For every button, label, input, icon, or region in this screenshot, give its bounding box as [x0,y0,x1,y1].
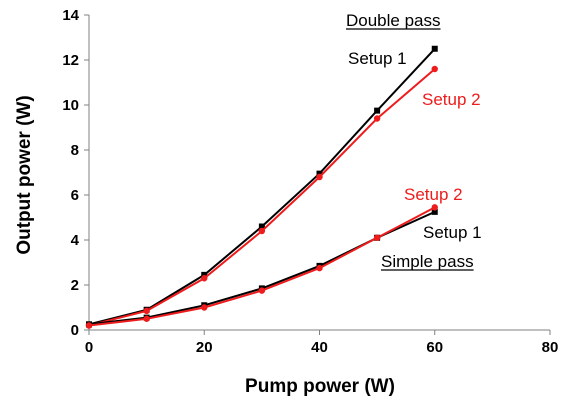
data-point [373,115,381,122]
annotation-double-pass: Double pass [346,11,441,30]
annotation-layer: Double pass Setup 1 Setup 2 Setup 2 Setup 1 S… [346,11,482,271]
data-point [316,264,323,272]
annotation-simple-pass: Simple pass [381,252,474,271]
y-tick-label: 4 [71,232,80,249]
y-tick-label: 10 [62,97,79,114]
y-tick-label: 14 [62,7,79,24]
data-point [85,322,93,329]
x-tick-label: 0 [85,339,93,356]
data-point [374,107,381,114]
data-point [201,275,208,282]
data-point [431,65,438,73]
data-point [431,208,438,215]
x-axis-label: Pump power (W) [245,376,395,397]
data-point [143,315,150,322]
y-tick-label: 8 [71,142,79,159]
annotation-setup2-double: Setup 2 [422,90,481,109]
series-2 [85,65,438,329]
series-layer [85,45,438,329]
y-axis-label: Output power (W) [14,95,35,254]
y-tick-label: 0 [71,322,79,339]
series-4 [85,204,438,329]
data-point [431,204,438,211]
x-tick-label: 80 [542,339,559,356]
data-point [143,307,150,315]
y-tick-label: 6 [71,187,79,204]
y-tick-label: 2 [71,277,79,294]
data-point [373,234,381,241]
annotation-setup1-simple: Setup 1 [423,223,482,242]
series-line [88,48,436,326]
x-tick-label: 60 [426,339,443,356]
series-1 [86,45,438,328]
annotation-setup1-double: Setup 1 [348,49,407,68]
data-point [201,304,208,311]
y-tick-label: 12 [62,52,79,69]
data-point [316,170,323,177]
data-point [201,271,208,278]
data-point [258,287,266,294]
data-point [316,173,323,181]
data-point [431,45,438,52]
data-point [258,227,266,235]
axes: 0 20 40 60 80 0 2 4 6 8 10 12 14 [62,7,558,356]
x-tick-label: 20 [196,339,213,356]
x-tick-label: 40 [311,339,328,356]
annotation-setup2-simple: Setup 2 [404,185,463,204]
data-point [258,223,265,230]
